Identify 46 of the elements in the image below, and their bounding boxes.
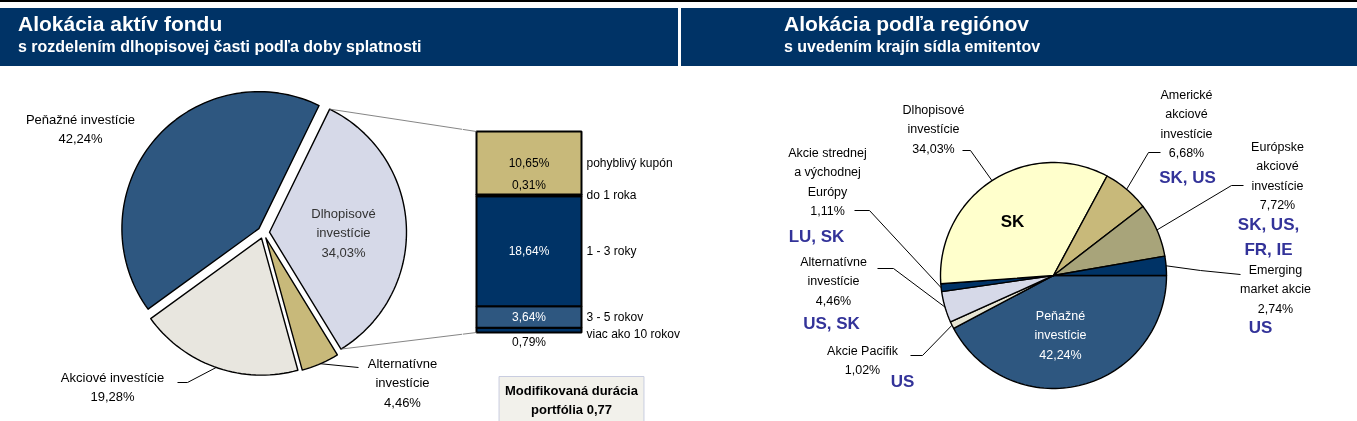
data-label: 7,72% [1259, 198, 1296, 213]
text: SK, US [1159, 167, 1216, 187]
chart-title: Alokácia podľa regiónov [784, 11, 1030, 36]
series-label: 3 - 5 rokov [586, 310, 644, 325]
slice-label: Dlhopisové investície [311, 205, 376, 240]
text: US [1248, 317, 1273, 337]
text: US, SK [803, 313, 861, 333]
data-label: 18,64% [508, 244, 550, 259]
slice-label: Akcie strednej a východnej Európy [788, 145, 867, 199]
slice-label: Akcie Pacifik [827, 343, 899, 358]
data-label: 19,28% [90, 389, 135, 404]
slice-label: Európske akciové investície [1251, 139, 1304, 193]
data-label: 42,24% [58, 131, 103, 146]
slice-label: Akciové investície [60, 369, 165, 385]
slice-label: Peňažné investície [25, 111, 136, 127]
data-label: 1,02% [844, 363, 881, 378]
text: SK [1000, 211, 1026, 231]
data-label: 4,46% [815, 293, 852, 308]
series-label: do 1 roka [586, 188, 637, 203]
slice-label: Alternatívne investície [367, 355, 438, 390]
data-label: 6,68% [1168, 146, 1205, 161]
text: US [890, 371, 915, 391]
data-label: 0,79% [511, 334, 547, 349]
slice-label: Peňažné investície [1034, 308, 1087, 343]
series-label: 1 - 3 roky [586, 244, 637, 259]
slice-label: Alternatívne investície [800, 254, 867, 289]
data-label: 34,03% [321, 244, 366, 260]
data-label: 0,31% [511, 178, 547, 193]
chart-subtitle: s rozdelením dlhopisovej časti podľa doby splatnosti [18, 37, 423, 57]
data-label: 10,65% [508, 155, 550, 170]
text: SK, US, FR, IE [1237, 214, 1300, 260]
data-label: 3,64% [511, 310, 547, 325]
data-label: 4,46% [384, 394, 422, 410]
slice-label: Emerging market akcie [1240, 262, 1311, 297]
data-label: 34,03% [912, 141, 955, 156]
chart-title: Alokácia aktív fondu [18, 11, 224, 36]
data-label: 1,11% [810, 204, 845, 219]
text: Modifikovaná durácia portfólia 0,77 [505, 382, 639, 417]
slice-label: Americké akciové investície [1160, 87, 1213, 141]
chart-subtitle: s uvedením krajín sídla emitentov [784, 37, 1042, 57]
data-label: 2,74% [1257, 301, 1294, 316]
series-label: pohyblivý kupón [586, 155, 673, 170]
data-label: 42,24% [1039, 347, 1082, 362]
text: LU, SK [788, 226, 846, 246]
series-label: viac ako 10 rokov [586, 327, 680, 342]
slice-label: Dlhopisové investície [902, 102, 965, 137]
